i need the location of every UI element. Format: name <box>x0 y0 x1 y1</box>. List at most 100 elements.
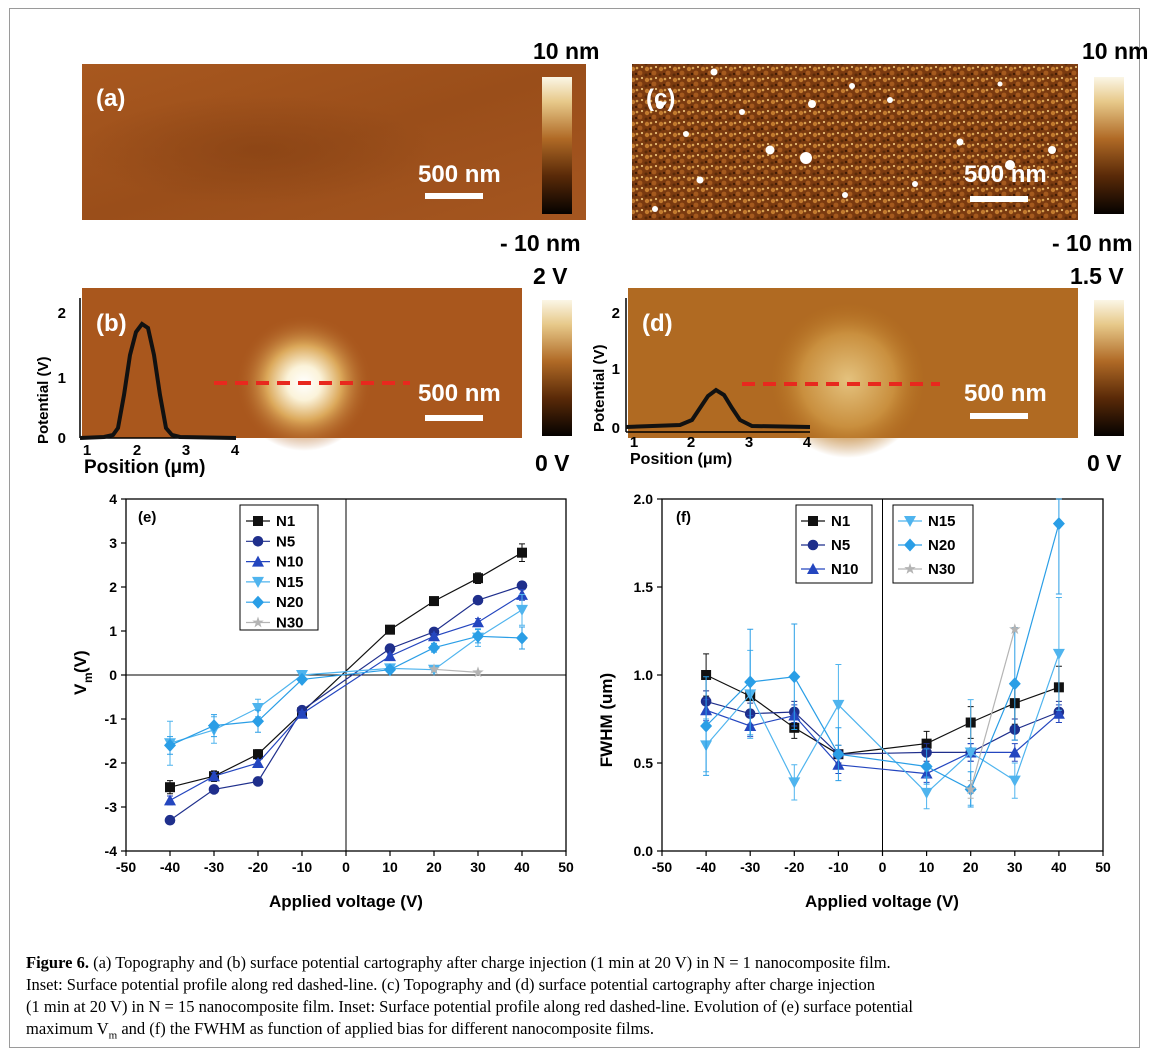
colorbar-min-c: - 10 nm <box>1052 230 1133 256</box>
colorbar-max-c: 10 nm <box>1082 38 1148 64</box>
data-point <box>1052 707 1065 719</box>
data-point <box>700 719 713 733</box>
inset-ytick-d: 0 <box>612 420 620 437</box>
x-tick-label: -20 <box>248 859 268 875</box>
data-point <box>384 650 396 662</box>
data-point <box>429 596 439 607</box>
chart-e-xlabel: Applied voltage (V) <box>269 892 423 911</box>
y-tick-label: 1.5 <box>634 579 654 595</box>
chart-e-ylabel-unit: (V) <box>71 650 90 673</box>
data-point <box>428 663 440 675</box>
legend-item-n10: N10 <box>246 554 304 571</box>
data-point <box>472 594 484 606</box>
x-tick-label: -40 <box>696 859 716 875</box>
inset-ylabel-d: Potential (V) <box>591 344 608 432</box>
legend-item-n1: N1 <box>801 513 850 530</box>
legend-item-n15: N15 <box>246 574 304 591</box>
x-tick-label: 40 <box>1051 859 1067 875</box>
panel-label-c: (c) <box>646 85 675 112</box>
legend-marker <box>252 595 264 609</box>
x-tick-label: 50 <box>558 859 574 875</box>
data-point <box>296 672 308 686</box>
legend-label: N15 <box>928 513 956 530</box>
x-tick-label: 10 <box>382 859 398 875</box>
inset-xlabel-b: Position (μm) <box>84 457 205 478</box>
legend-label: N30 <box>928 561 956 578</box>
panel-d: (d) 500 nm 2 1 0 1 2 3 4 Position (μm) P… <box>591 263 1124 476</box>
data-point <box>1008 677 1021 691</box>
series-n10 <box>164 588 528 806</box>
data-point <box>428 641 440 655</box>
legend-item-n30: N30 <box>898 561 956 578</box>
x-tick-label: 20 <box>963 859 979 875</box>
colorbar-max-d: 1.5 V <box>1070 263 1124 289</box>
scale-bar-label-d: 500 nm <box>964 380 1047 407</box>
inset-profile-curve-b <box>79 321 237 440</box>
inset-ytick-d: 2 <box>612 305 620 322</box>
data-point <box>472 629 484 643</box>
data-point <box>1008 746 1021 758</box>
data-point <box>252 757 264 768</box>
data-point <box>252 714 264 728</box>
data-point <box>472 616 484 628</box>
x-tick-label: -10 <box>292 859 312 875</box>
data-point <box>516 631 528 645</box>
series-line <box>433 668 479 673</box>
chart-e-panel-label: (e) <box>138 509 156 526</box>
inset-profile-curve-d <box>625 387 811 429</box>
x-tick-label: -30 <box>204 859 224 875</box>
caption-line: (1 min at 20 V) in N = 15 nanocomposite … <box>26 997 913 1016</box>
data-point <box>208 770 220 782</box>
x-tick-label: -10 <box>828 859 848 875</box>
data-point <box>1052 517 1065 531</box>
series-n30 <box>428 663 484 678</box>
scale-bar-d <box>970 413 1028 419</box>
legend-item-n15: N15 <box>898 513 956 530</box>
data-point <box>788 670 801 684</box>
data-point <box>384 663 396 677</box>
caption-text: and (f) the FWHM as function of applied … <box>117 1019 654 1038</box>
panel-label-b: (b) <box>96 310 127 337</box>
topography-image-c <box>632 64 1078 220</box>
y-tick-label: -2 <box>105 755 118 771</box>
legend-label: N20 <box>928 537 956 554</box>
data-point <box>788 777 801 789</box>
chart-f-marks <box>700 498 1065 810</box>
data-point <box>428 630 440 642</box>
topography-particles-c <box>652 68 1056 212</box>
legend-label: N1 <box>276 513 295 530</box>
inset-xtick-d: 4 <box>803 434 812 451</box>
colorbar-d <box>1094 300 1124 436</box>
legend-item-n10: N10 <box>801 561 859 578</box>
y-tick-label: 2 <box>109 579 117 595</box>
series-line <box>970 629 1016 790</box>
chart-f-xlabel: Applied voltage (V) <box>805 892 959 911</box>
inset-xtick-d: 2 <box>687 434 695 451</box>
y-tick-label: 0 <box>109 667 117 683</box>
y-tick-label: 0.5 <box>634 755 654 771</box>
colorbar-min-a: - 10 nm <box>500 230 581 256</box>
chart-e: -50 -40 -30 -20 -10 0 10 20 30 40 50-4-3-2-101234 … <box>71 491 574 911</box>
legend-marker <box>252 616 264 628</box>
legend-marker <box>807 563 819 574</box>
series-line <box>169 552 523 788</box>
x-tick-label: -20 <box>784 859 804 875</box>
x-tick-label: -50 <box>652 859 672 875</box>
legend-marker <box>252 536 264 547</box>
legend-label: N10 <box>276 554 304 571</box>
series-line <box>705 709 1060 775</box>
chart-f: -50 -40 -30 -20 -10 0 10 20 30 40 50 0.0 0.5 1.0 1.5 2.… <box>597 491 1111 911</box>
data-point <box>832 747 845 761</box>
inset-xtick-b: 3 <box>182 442 190 459</box>
legend-item-n30: N30 <box>246 615 304 632</box>
legend-label: N10 <box>831 561 859 578</box>
inset-ytick-b: 2 <box>58 305 66 322</box>
legend-item-n20: N20 <box>246 594 304 611</box>
data-point <box>1052 648 1065 660</box>
y-tick-label: 1.0 <box>634 667 654 683</box>
data-point <box>164 738 176 752</box>
caption-subscript: m <box>108 1029 118 1042</box>
charge-spot-d <box>770 302 926 458</box>
colorbar-min-b: 0 V <box>535 450 570 476</box>
colorbar-max-a: 10 nm <box>533 38 599 64</box>
